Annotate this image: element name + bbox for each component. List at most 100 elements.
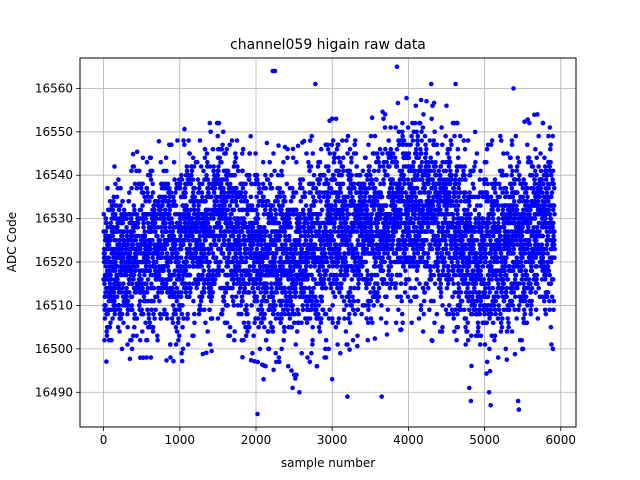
data-point	[270, 203, 276, 208]
data-point	[156, 290, 161, 295]
data-point	[164, 251, 170, 256]
data-point	[456, 294, 462, 300]
data-point	[332, 220, 337, 226]
data-point	[405, 294, 411, 300]
data-point	[254, 172, 260, 178]
data-point	[271, 367, 276, 373]
data-point	[117, 238, 123, 243]
data-point	[116, 207, 122, 213]
data-point	[421, 242, 426, 247]
data-point	[405, 125, 411, 130]
data-point	[318, 146, 324, 152]
data-point	[223, 290, 229, 295]
data-point	[264, 298, 270, 304]
data-point	[459, 298, 465, 304]
data-point	[192, 320, 197, 326]
data-point	[212, 185, 218, 191]
data-point	[201, 285, 207, 291]
data-point	[171, 194, 176, 200]
data-point	[179, 350, 184, 356]
data-point	[164, 285, 170, 291]
data-point	[243, 259, 249, 265]
data-point	[147, 251, 152, 256]
data-point	[248, 133, 253, 139]
data-point	[359, 311, 364, 317]
data-point	[446, 268, 451, 274]
data-point	[447, 303, 452, 308]
data-point	[391, 233, 396, 239]
data-point	[120, 199, 125, 204]
data-point	[207, 268, 212, 274]
data-point	[270, 294, 276, 300]
data-point	[347, 347, 352, 352]
data-point	[272, 255, 278, 260]
data-point	[144, 281, 149, 287]
data-point	[450, 311, 456, 317]
data-point	[133, 268, 138, 274]
data-point	[189, 168, 195, 174]
data-point	[270, 329, 276, 334]
data-point	[119, 259, 124, 265]
data-point	[365, 320, 371, 326]
data-point	[428, 268, 433, 274]
data-point	[255, 212, 260, 217]
data-point	[183, 190, 188, 195]
data-point	[472, 164, 477, 169]
data-point	[463, 177, 468, 182]
data-point	[316, 181, 322, 187]
data-point	[154, 294, 160, 300]
data-point	[253, 151, 258, 156]
data-point	[264, 285, 270, 291]
data-point	[187, 264, 192, 269]
data-point	[260, 259, 265, 265]
data-point	[162, 225, 168, 230]
data-point	[339, 172, 345, 178]
data-point	[110, 316, 115, 321]
data-point	[220, 307, 225, 313]
data-point	[137, 298, 143, 304]
data-point	[475, 329, 481, 334]
data-point	[221, 185, 226, 191]
data-point	[291, 255, 297, 260]
data-point	[244, 307, 249, 313]
data-point	[207, 225, 213, 230]
data-point	[173, 324, 179, 330]
data-point	[317, 268, 322, 274]
data-point	[313, 294, 318, 300]
data-point	[472, 129, 478, 135]
data-point	[227, 181, 233, 187]
data-point	[309, 350, 314, 356]
data-point	[372, 133, 378, 139]
data-point	[355, 298, 361, 304]
data-point	[257, 185, 262, 191]
data-point	[403, 190, 409, 195]
data-point	[374, 151, 380, 156]
data-point	[388, 277, 394, 282]
data-point	[455, 120, 460, 126]
data-point	[157, 311, 163, 317]
data-point	[174, 285, 180, 291]
data-point	[337, 246, 342, 252]
data-point	[407, 229, 413, 234]
data-point	[304, 151, 309, 156]
data-point	[347, 146, 353, 152]
data-point	[111, 290, 117, 295]
data-point	[466, 199, 472, 204]
data-point	[298, 281, 304, 287]
data-point	[302, 194, 308, 200]
data-point	[437, 242, 442, 247]
data-point	[391, 199, 396, 204]
data-point	[134, 264, 140, 269]
data-point	[281, 159, 286, 165]
data-point	[174, 307, 179, 313]
data-point	[241, 337, 246, 343]
data-point	[291, 194, 296, 200]
data-point	[350, 294, 355, 300]
data-point	[151, 285, 157, 291]
data-point	[197, 255, 202, 260]
data-point	[405, 177, 411, 182]
data-point	[309, 133, 315, 139]
data-point	[295, 143, 301, 149]
data-point	[368, 277, 374, 282]
data-point	[255, 203, 261, 208]
